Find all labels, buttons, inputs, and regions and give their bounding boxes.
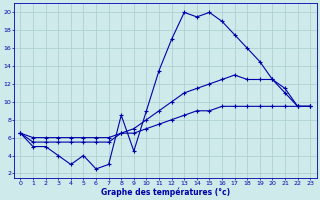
X-axis label: Graphe des températures (°c): Graphe des températures (°c) bbox=[101, 187, 230, 197]
